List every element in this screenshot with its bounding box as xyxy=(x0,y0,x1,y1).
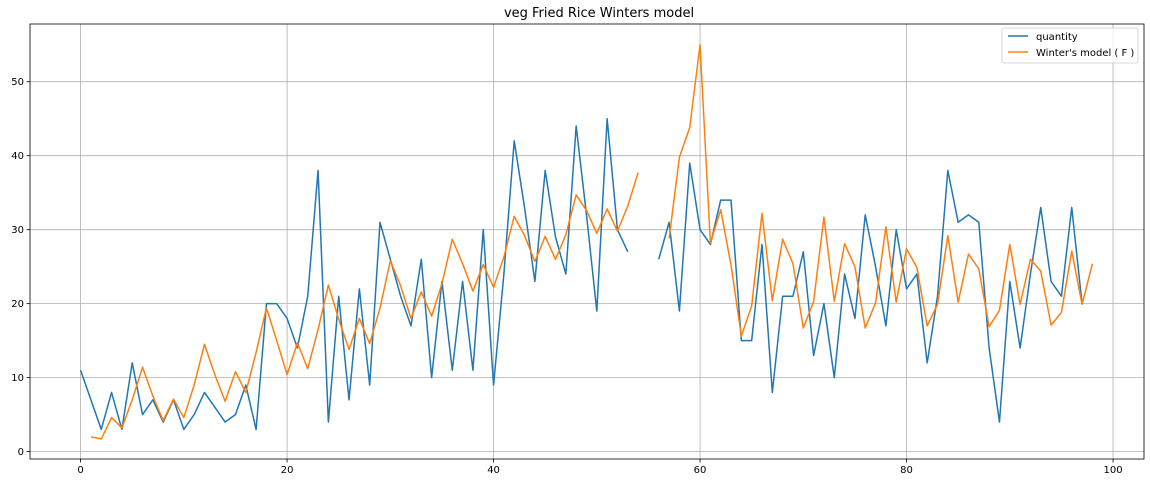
x-tick-label: 0 xyxy=(77,465,83,476)
y-tick-label: 40 xyxy=(11,151,24,162)
series-line-winter-s-model-f xyxy=(90,172,639,440)
x-tick-label: 20 xyxy=(281,465,294,476)
series-line-quantity xyxy=(79,117,629,431)
y-tick-label: 20 xyxy=(11,299,24,310)
grid xyxy=(30,24,1144,459)
y-tick-label: 0 xyxy=(18,447,24,458)
legend-label-quantity: quantity xyxy=(1036,32,1078,43)
y-tick-label: 50 xyxy=(11,77,24,88)
x-tick-label: 40 xyxy=(487,465,500,476)
legend-label-winters-model: Winter's model ( F ) xyxy=(1036,48,1134,59)
series-line-quantity xyxy=(658,162,1083,423)
series-layer xyxy=(79,43,1094,440)
legend-box xyxy=(1001,27,1139,64)
y-tick-label: 10 xyxy=(11,373,24,384)
x-tick-label: 100 xyxy=(1103,465,1122,476)
chart-title: veg Fried Rice Winters model xyxy=(504,6,694,21)
legend: quantity Winter's model ( F ) xyxy=(1001,27,1139,64)
series-line-winter-s-model-f xyxy=(668,43,1094,337)
ticks: 0 20 40 60 80 100 0 10 20 30 40 50 xyxy=(11,77,1122,476)
y-tick-label: 30 xyxy=(11,225,24,236)
x-tick-label: 80 xyxy=(900,465,913,476)
plot-frame xyxy=(29,23,1145,460)
x-tick-label: 60 xyxy=(694,465,707,476)
